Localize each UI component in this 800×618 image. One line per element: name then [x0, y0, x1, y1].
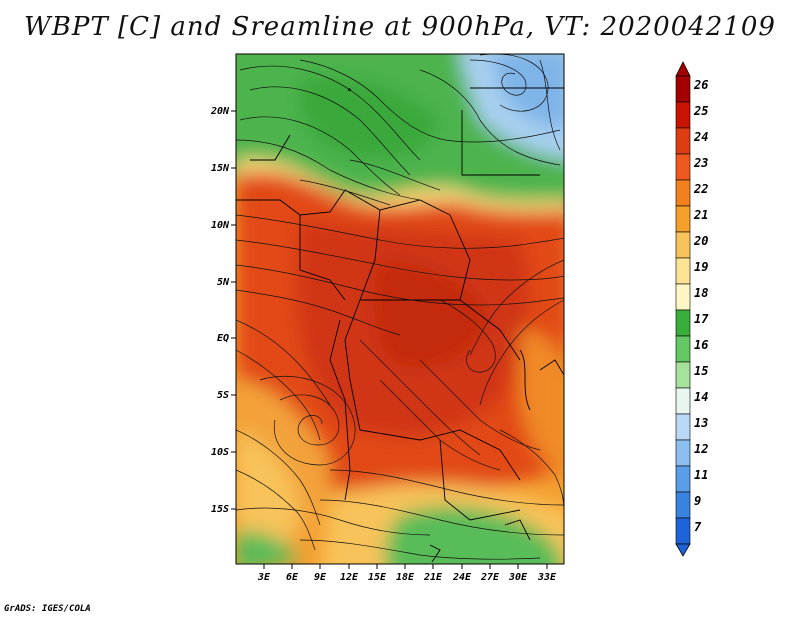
- colorbar-label: 22: [694, 182, 709, 196]
- lat-tick-label: 10S: [211, 447, 229, 458]
- lon-axis: 3E 6E 9E 12E 15E 18E 21E 24E 27E 30E 33E: [257, 564, 557, 583]
- lon-tick-label: 12E: [340, 572, 359, 583]
- colorbar-label: 18: [694, 286, 709, 300]
- lat-axis: 20N 15N 10N 5N EQ 5S 10S 15S: [210, 106, 236, 515]
- colorbar-label: 26: [694, 78, 709, 92]
- colorbar: [675, 61, 691, 557]
- wbpt-shading: [236, 54, 564, 564]
- colorbar-label: 24: [694, 130, 709, 144]
- chart-title: WBPT [C] and Sreamline at 900hPa, VT: 20…: [24, 12, 776, 42]
- colorbar-label: 12: [694, 442, 709, 456]
- colorbar-swatch: [675, 179, 691, 207]
- lon-tick-label: 21E: [423, 572, 443, 583]
- streamlines: [236, 54, 564, 560]
- colorbar-swatch: [675, 283, 691, 311]
- lon-tick-label: 15E: [368, 572, 387, 583]
- colorbar-swatch: [675, 517, 691, 545]
- colorbar-label: 21: [694, 208, 709, 222]
- colorbar-swatch: [675, 127, 691, 155]
- colorbar-swatch: [675, 101, 691, 129]
- colorbar-label: 16: [694, 338, 709, 352]
- colorbar-label: 17: [694, 312, 709, 326]
- colorbar-swatch: [675, 413, 691, 441]
- lon-tick-label: 33E: [537, 572, 557, 583]
- lat-tick-label: 5N: [217, 277, 230, 288]
- lat-tick-label: 5S: [217, 390, 229, 401]
- lon-tick-label: 24E: [452, 572, 472, 583]
- colorbar-label: 11: [694, 468, 709, 482]
- colorbar-swatch: [675, 75, 691, 103]
- colorbar-swatch: [675, 491, 691, 519]
- colorbar-label: 9: [694, 494, 702, 508]
- lon-tick-label: 3E: [257, 572, 271, 583]
- lat-tick-label: 15S: [211, 504, 229, 515]
- lon-tick-label: 9E: [314, 572, 327, 583]
- lat-tick-label: 10N: [211, 220, 230, 231]
- colorbar-label: 23: [694, 156, 709, 170]
- country-borders: [236, 87, 564, 563]
- colorbar-swatch: [675, 361, 691, 389]
- colorbar-label: 19: [694, 260, 709, 274]
- colorbar-swatch: [675, 153, 691, 181]
- colorbar-swatch: [675, 205, 691, 233]
- colorbar-swatch: [675, 257, 691, 285]
- colorbar-swatch: [675, 335, 691, 363]
- colorbar-label: 15: [694, 364, 709, 378]
- colorbar-swatch: [675, 387, 691, 415]
- lon-tick-label: 18E: [396, 572, 415, 583]
- colorbar-label: 13: [694, 416, 709, 430]
- grads-credit: GrADS: IGES/COLA: [4, 604, 91, 614]
- colorbar-label: 25: [694, 104, 709, 118]
- colorbar-label: 20: [694, 234, 709, 248]
- map-area: [236, 54, 564, 564]
- colorbar-label: 14: [694, 390, 709, 404]
- colorbar-top-arrow: [675, 61, 691, 77]
- lat-tick-label: 20N: [210, 106, 230, 117]
- map-frame: [235, 53, 565, 565]
- lat-tick-label: 15N: [211, 163, 230, 174]
- lon-tick-label: 27E: [480, 572, 500, 583]
- colorbar-bottom-arrow: [675, 543, 691, 557]
- colorbar-swatch: [675, 439, 691, 467]
- colorbar-swatch: [675, 231, 691, 259]
- lon-tick-label: 6E: [286, 572, 299, 583]
- lat-tick-label: EQ: [217, 333, 229, 344]
- colorbar-swatch: [675, 309, 691, 337]
- lon-tick-label: 30E: [508, 572, 528, 583]
- colorbar-swatch: [675, 465, 691, 493]
- colorbar-label: 7: [694, 520, 702, 534]
